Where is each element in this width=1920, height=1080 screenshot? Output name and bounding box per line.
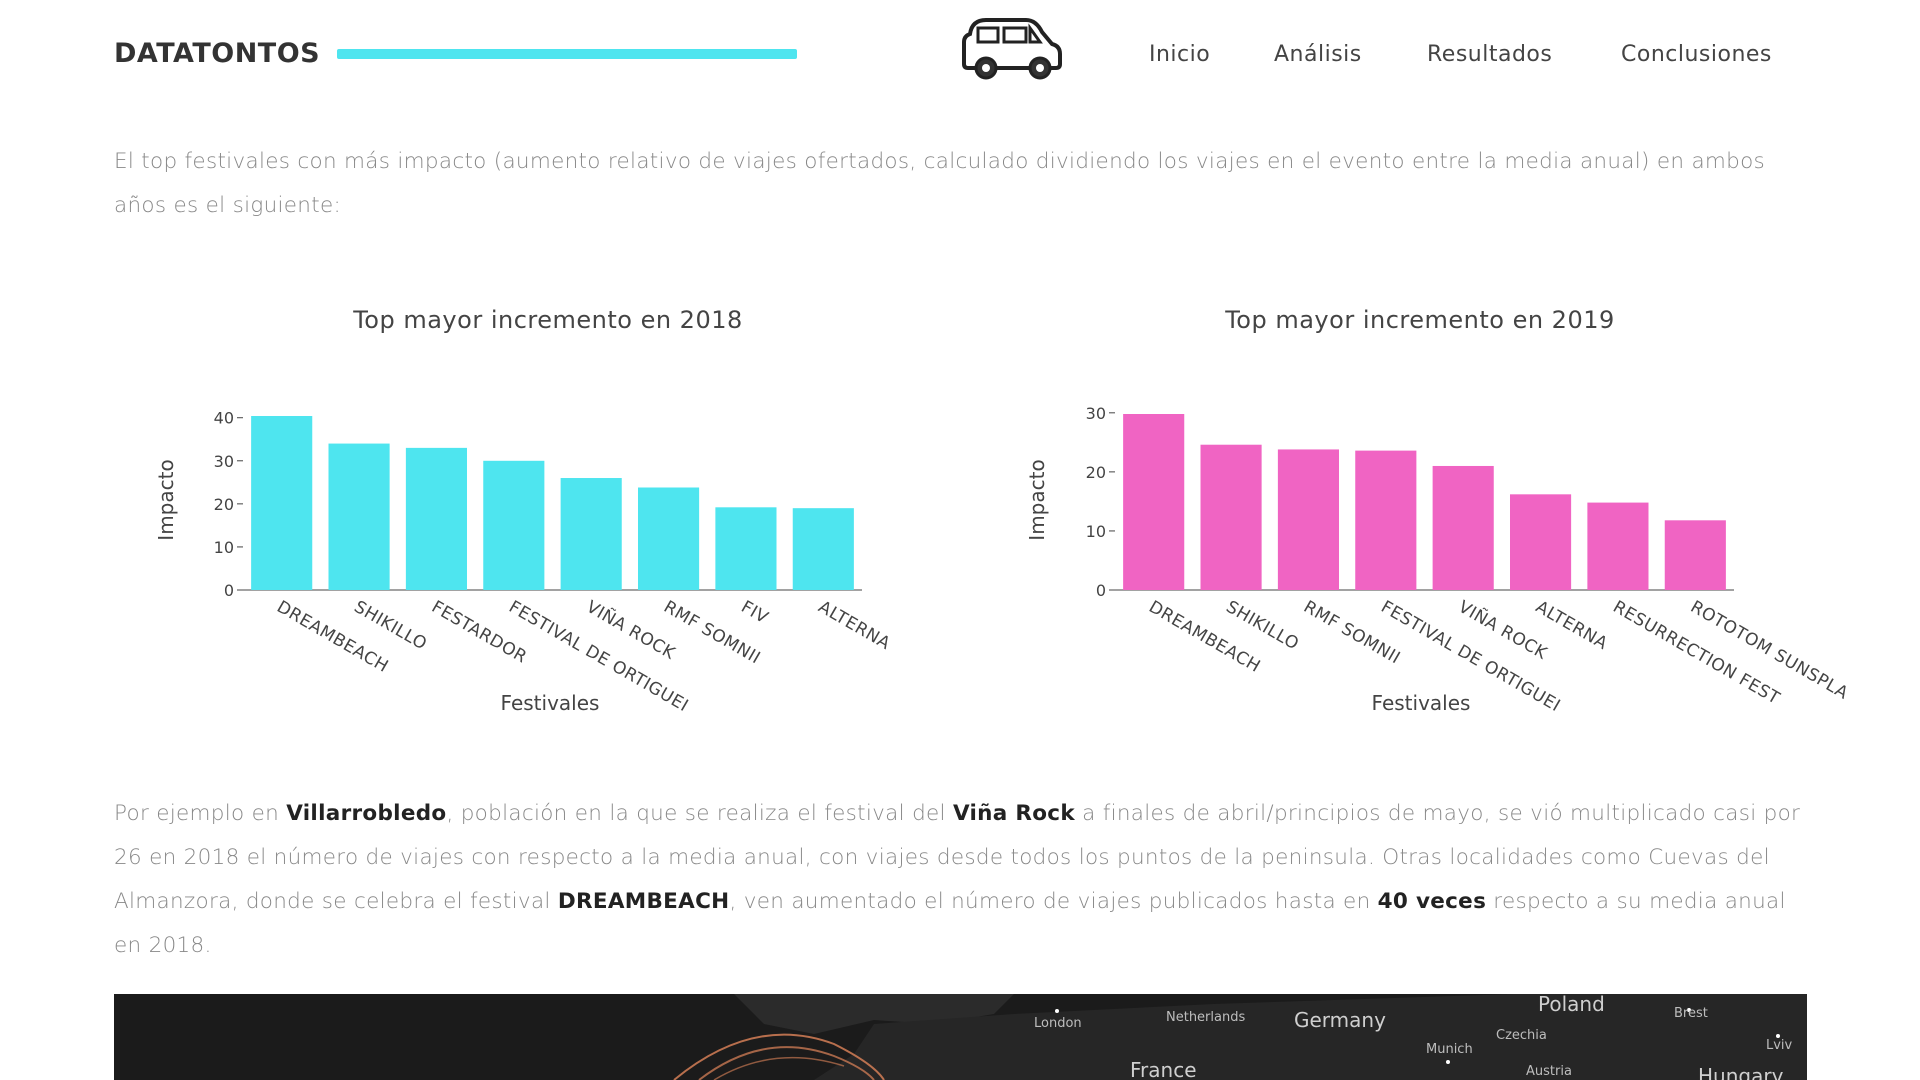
nav-inicio[interactable]: Inicio [1149,42,1211,67]
x-tick-label: VIÑA ROCK [1455,595,1552,664]
x-tick-label: FESTIVAL DE ORTIGUEI [505,597,691,716]
bar [1200,444,1262,590]
x-tick-label: FESTARDOR [428,597,530,668]
bar [1509,494,1572,590]
y-tick-label: 0 [1096,581,1106,600]
body-text-1: Por ejemplo en [114,801,287,826]
bar [792,508,854,590]
map-label-france: France [1130,1058,1197,1080]
x-tick-label: RMF SOMNII [660,597,764,668]
body-text-5: respecto a su media anual en 2018. [114,889,1786,958]
bar [1277,449,1340,590]
map-background [673,994,1807,1080]
header: DATATONTOS Inicio Análisis Resultados Co… [0,0,1920,110]
x-tick-label: FIV [737,597,771,628]
body-text-4: , ven aumentado el número de viajes publ… [729,889,1378,914]
map-label-poland: Poland [1538,994,1605,1016]
nav-analisis[interactable]: Análisis [1274,42,1362,67]
y-tick-label: 10 [214,538,234,557]
bar [251,416,313,590]
y-tick-label: 20 [214,495,234,514]
body-text-2: , población en la que se realiza el fest… [446,801,953,826]
body-bold-vina-rock: Viña Rock [952,801,1075,826]
map-label-netherlands: Netherlands [1166,1010,1246,1025]
x-tick-label: VIÑA ROCK [583,595,680,664]
y-tick-label: 40 [214,409,234,428]
map-label-munich: Munich [1426,1042,1473,1057]
x-tick-label: SHIKILLO [351,597,431,655]
y-tick-label: 30 [1086,404,1106,423]
x-tick-label: ALTERNA [1532,597,1611,654]
map-label-germany: Germany [1294,1008,1386,1032]
charts-area: Top mayor incremento en 2018 0 10 20 30 40 Imp… [154,306,1852,716]
brand-logo[interactable]: DATATONTOS [114,38,321,69]
map-label-austria: Austria [1526,1064,1572,1079]
nav-conclusiones[interactable]: Conclusiones [1621,42,1772,67]
y-tick-label: 10 [1086,522,1106,541]
y-tick-label: 0 [224,581,234,600]
bar [1432,465,1494,590]
x-tick-label: ALTERNA [815,597,894,654]
body-text-3: a finales de abril/principios de mayo, s… [114,801,1801,914]
body-bold-40-veces: 40 veces [1377,889,1487,914]
map-label-hungary: Hungary [1698,1064,1784,1080]
scroll-progress-fill [337,49,797,59]
nav-resultados[interactable]: Resultados [1427,42,1553,67]
bar [483,460,545,590]
bar [405,447,468,590]
bar [328,443,390,590]
map-label-brest: Brest [1674,1006,1708,1021]
map-label-czechia: Czechia [1496,1028,1547,1043]
x-tick-label: FESTIVAL DE ORTIGUEI [1377,597,1563,716]
x-tick-label: RESURRECTION FEST [1609,597,1783,709]
body-bold-villarrobledo: Villarrobledo [286,801,447,826]
chart-title: Top mayor incremento en 2019 [1224,306,1615,334]
y-axis-label: Impacto [154,459,178,540]
x-axis-label: Festivales [501,691,600,715]
body-bold-dreambeach: DREAMBEACH [557,889,730,914]
x-tick-label: RMF SOMNII [1300,597,1404,668]
body-paragraph: Por ejemplo en Villarrobledo, población … [114,792,1807,968]
y-tick-label: 30 [214,452,234,471]
car-icon [962,18,1062,80]
map-label-london: London [1034,1016,1082,1031]
bar [1664,520,1726,590]
x-tick-label: DREAMBEACH [1145,597,1264,677]
bar [715,507,777,590]
trips-map[interactable]: London Netherlands Germany Poland Brest … [114,994,1807,1080]
y-tick-label: 20 [1086,463,1106,482]
bar [1355,450,1417,590]
bar [637,487,700,590]
x-tick-label: ROTOTOM SUNSPLA [1687,597,1852,704]
x-tick-label: DREAMBEACH [273,597,392,677]
intro-paragraph: El top festivales con más impacto (aumen… [114,149,1766,218]
bar [1587,502,1649,590]
chart-title: Top mayor incremento en 2018 [352,306,743,334]
map-label-lviv: Lviv [1766,1038,1793,1053]
bar [560,478,622,590]
scroll-progress-bar [337,49,967,59]
x-tick-label: SHIKILLO [1223,597,1303,655]
x-axis-label: Festivales [1372,691,1471,715]
y-axis-label: Impacto [1025,459,1049,540]
bar [1123,414,1185,590]
